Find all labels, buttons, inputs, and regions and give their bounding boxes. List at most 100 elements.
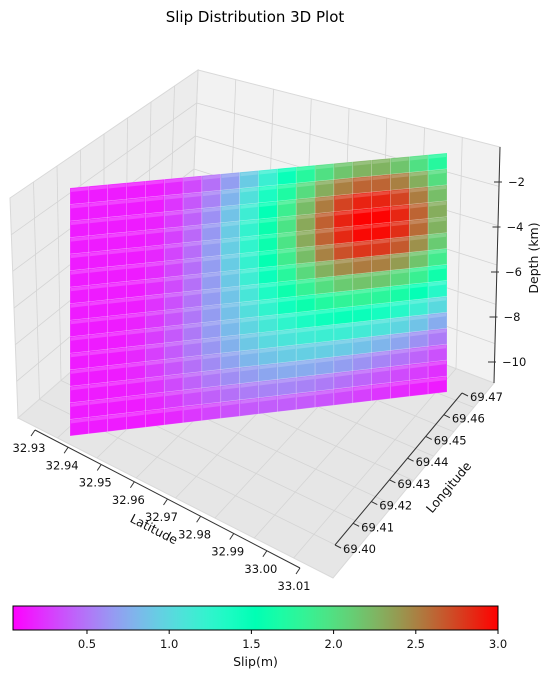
slip-block-highlight — [240, 203, 258, 209]
slip-block-highlight — [146, 360, 164, 366]
slip-block-highlight — [89, 284, 107, 290]
slip-block-highlight — [70, 385, 88, 391]
slip-block-highlight — [165, 407, 183, 413]
slip-block-highlight — [278, 313, 296, 319]
slip-block-highlight — [89, 185, 107, 191]
slip-block-highlight — [202, 256, 220, 262]
slip-block-highlight — [259, 396, 277, 402]
slip-block-highlight — [391, 285, 409, 291]
slip-block-highlight — [127, 263, 145, 269]
slip-block-highlight — [165, 276, 183, 282]
y-tick-mark — [443, 414, 451, 419]
slip-block-highlight — [372, 239, 390, 245]
x-tick-label: 32.99 — [211, 545, 244, 559]
slip-block-highlight — [278, 361, 296, 368]
slip-block-highlight — [165, 227, 183, 233]
slip-block-highlight — [353, 209, 371, 214]
slip-block-highlight — [146, 245, 164, 251]
slip-block-highlight — [297, 230, 315, 236]
colorbar-label: Slip(m) — [233, 654, 278, 669]
slip-block-highlight — [240, 220, 258, 225]
slip-block-highlight — [297, 311, 315, 317]
slip-block-highlight — [391, 349, 409, 355]
slip-block-highlight — [372, 303, 390, 309]
slip-block-highlight — [278, 329, 296, 335]
z-axis-line — [493, 146, 501, 384]
slip-block-highlight — [183, 241, 202, 247]
slip-block-highlight — [183, 372, 202, 378]
slip-block-highlight — [315, 373, 334, 380]
slip-block-highlight — [315, 277, 334, 283]
slip-block-highlight — [202, 305, 220, 311]
slip-block-highlight — [297, 198, 315, 204]
slip-block-highlight — [183, 274, 202, 280]
slip-block-highlight — [297, 279, 315, 285]
slip-block-highlight — [183, 258, 202, 264]
slip-block-highlight — [127, 378, 145, 385]
slip-block-highlight — [372, 159, 390, 164]
slip-block-highlight — [202, 272, 220, 278]
slip-block-highlight — [146, 376, 164, 382]
x-tick-mark — [196, 515, 202, 523]
slip-block-highlight — [259, 169, 277, 175]
slip-block-highlight — [183, 323, 202, 329]
slip-block-highlight — [278, 345, 296, 351]
slip-block-highlight — [428, 233, 447, 239]
x-tick-mark — [30, 429, 36, 437]
slip-block-highlight — [146, 229, 164, 235]
slip-block-highlight — [372, 255, 390, 261]
slip-block-highlight — [278, 216, 296, 222]
slip-block-highlight — [315, 244, 334, 250]
slip-block-highlight — [202, 240, 220, 245]
colorbar-tick-label: 1.5 — [242, 637, 260, 651]
slip-block-highlight — [410, 299, 428, 305]
slip-block-highlight — [334, 226, 352, 232]
slip-block-highlight — [259, 202, 277, 207]
slip-block-highlight — [89, 300, 107, 306]
slip-block-highlight — [221, 270, 239, 276]
slip-block-highlight — [70, 368, 88, 374]
slip-block-highlight — [391, 365, 409, 371]
slip-block-highlight — [391, 221, 409, 227]
slip-block-highlight — [221, 351, 239, 358]
slip-block-highlight — [428, 281, 447, 287]
slip-block-highlight — [221, 368, 239, 374]
slip-block-highlight — [89, 317, 107, 323]
z-tick-label: −8 — [504, 310, 521, 324]
slip-block-highlight — [372, 351, 390, 357]
slip-block-highlight — [202, 207, 220, 213]
slip-block-highlight — [108, 298, 126, 304]
slip-block-highlight — [146, 180, 164, 185]
slip-block-highlight — [410, 171, 428, 177]
slip-block-highlight — [221, 205, 239, 211]
y-tick-mark — [371, 501, 378, 506]
slip-block-highlight — [240, 398, 258, 404]
slip-block-highlight — [202, 321, 220, 327]
slip-block-highlight — [428, 217, 447, 223]
slip-block-highlight — [127, 329, 145, 335]
slip-block-highlight — [410, 219, 428, 225]
slip-block-highlight — [259, 234, 277, 240]
slip-block-highlight — [297, 166, 315, 171]
slip-block-highlight — [391, 269, 409, 275]
slip-block-highlight — [297, 327, 315, 333]
slip-block-highlight — [146, 294, 164, 300]
slip-block-highlight — [70, 203, 88, 209]
x-tick-label: 32.98 — [178, 527, 211, 541]
slip-block-highlight — [278, 248, 296, 254]
slip-block-highlight — [240, 268, 258, 274]
slip-block-highlight — [108, 413, 126, 420]
slip-block-highlight — [315, 228, 334, 234]
slip-block-highlight — [334, 275, 352, 281]
slip-block-highlight — [108, 265, 126, 271]
slip-block-highlight — [315, 261, 334, 267]
y-tick-label: 69.46 — [452, 412, 485, 426]
slip-block-highlight — [259, 347, 277, 354]
slip-block-highlight — [221, 335, 239, 341]
slip-block-highlight — [202, 386, 220, 392]
y-tick-mark — [389, 479, 396, 484]
slip-block-highlight — [372, 367, 390, 373]
slip-block-highlight — [165, 309, 183, 315]
slip-block-highlight — [202, 191, 220, 197]
